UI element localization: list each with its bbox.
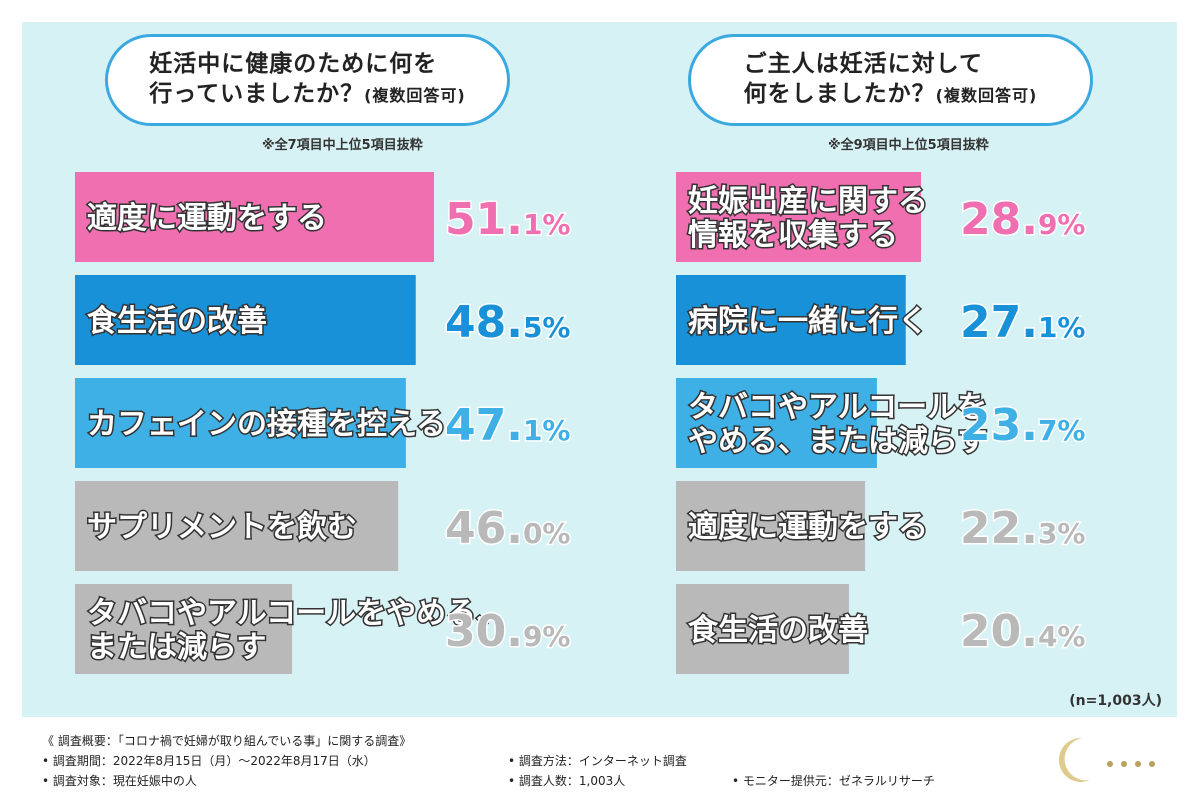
bar-left-1 [75,275,416,365]
category-label-left-2: カフェインの接種を控える [87,407,446,442]
right-question-note: (複数回答可) [935,86,1038,105]
category-label-left-1: 食生活の改善 [87,304,267,339]
sample-size: (n=1,003人) [1069,693,1162,709]
bar-right-3 [676,481,866,571]
value-label-left-4: 30.9% [445,606,571,657]
category-label-right-0: 妊娠出産に関する情報を収集する [688,184,928,253]
bar-left-4 [75,584,293,674]
footer-provider: • モニター提供元：ゼネラルリサーチ [732,774,935,788]
footer-summary: 《 調査概要：「コロナ禍で妊婦が取り組んでいる事」に関する調査》 [42,734,412,748]
footer-target: • 調査対象：現在妊娠中の人 [42,774,197,788]
footer-method: • 調査方法：インターネット調査 [508,754,687,768]
value-label-right-2: 23.7% [960,400,1086,451]
left-question-line1: 妊活中に健康のために何を [149,51,438,77]
value-label-right-3: 22.3% [960,503,1086,554]
brand-logo [1058,737,1155,782]
bar-left-0 [75,172,434,262]
value-label-left-3: 46.0% [445,503,571,554]
bar-left-3 [75,481,399,571]
bar-right-4 [676,584,849,674]
left-question-line2: 行っていましたか？ [149,81,365,107]
category-label-right-2: タバコやアルコールをやめる、または減らす [688,390,987,459]
right-question-pill: ご主人は妊活に対して 何をしましたか？(複数回答可) [688,34,1093,126]
bar-right-2 [676,378,877,468]
bar-right-1 [676,275,906,365]
category-label-left-3: サプリメントを飲む [87,510,357,545]
bar-right-0 [676,172,921,262]
category-label-left-4: タバコやアルコールをやめる、または減らす [87,596,506,665]
category-label-right-4: 食生活の改善 [688,613,868,648]
survey-footer: 《 調査概要：「コロナ禍で妊婦が取り組んでいる事」に関する調査》 • 調査期間：… [22,726,1177,800]
category-label-right-3: 適度に運動をする [688,510,928,545]
right-subnote: ※全9項目中上位5項目抜粋 [828,138,989,153]
left-subnote: ※全7項目中上位5項目抜粋 [262,138,423,153]
value-label-right-0: 28.9% [960,194,1086,245]
left-question-note: (複数回答可) [364,86,466,105]
value-label-right-1: 27.1% [960,297,1086,348]
left-question-pill: 妊活中に健康のために何を 行っていましたか？(複数回答可) [105,34,510,126]
left-question: 妊活中に健康のために何を 行っていましたか？(複数回答可) [149,49,466,111]
value-label-right-4: 20.4% [960,606,1086,657]
right-question-line2: 何をしましたか？ [743,81,936,107]
footer-period: • 調査期間：2022年8月15日（月）〜2022年8月17日（水） [42,754,376,768]
bar-left-2 [75,378,406,468]
category-label-left-0: 適度に運動をする [87,201,327,236]
value-label-left-0: 51.1% [445,194,571,245]
right-question: ご主人は妊活に対して 何をしましたか？(複数回答可) [744,49,1038,111]
value-label-left-2: 47.1% [445,400,571,451]
footer-count: • 調査人数：1,003人 [508,774,626,788]
right-question-line1: ご主人は妊活に対して [743,51,983,77]
category-label-right-1: 病院に一緒に行く [688,304,928,339]
value-label-left-1: 48.5% [445,297,571,348]
